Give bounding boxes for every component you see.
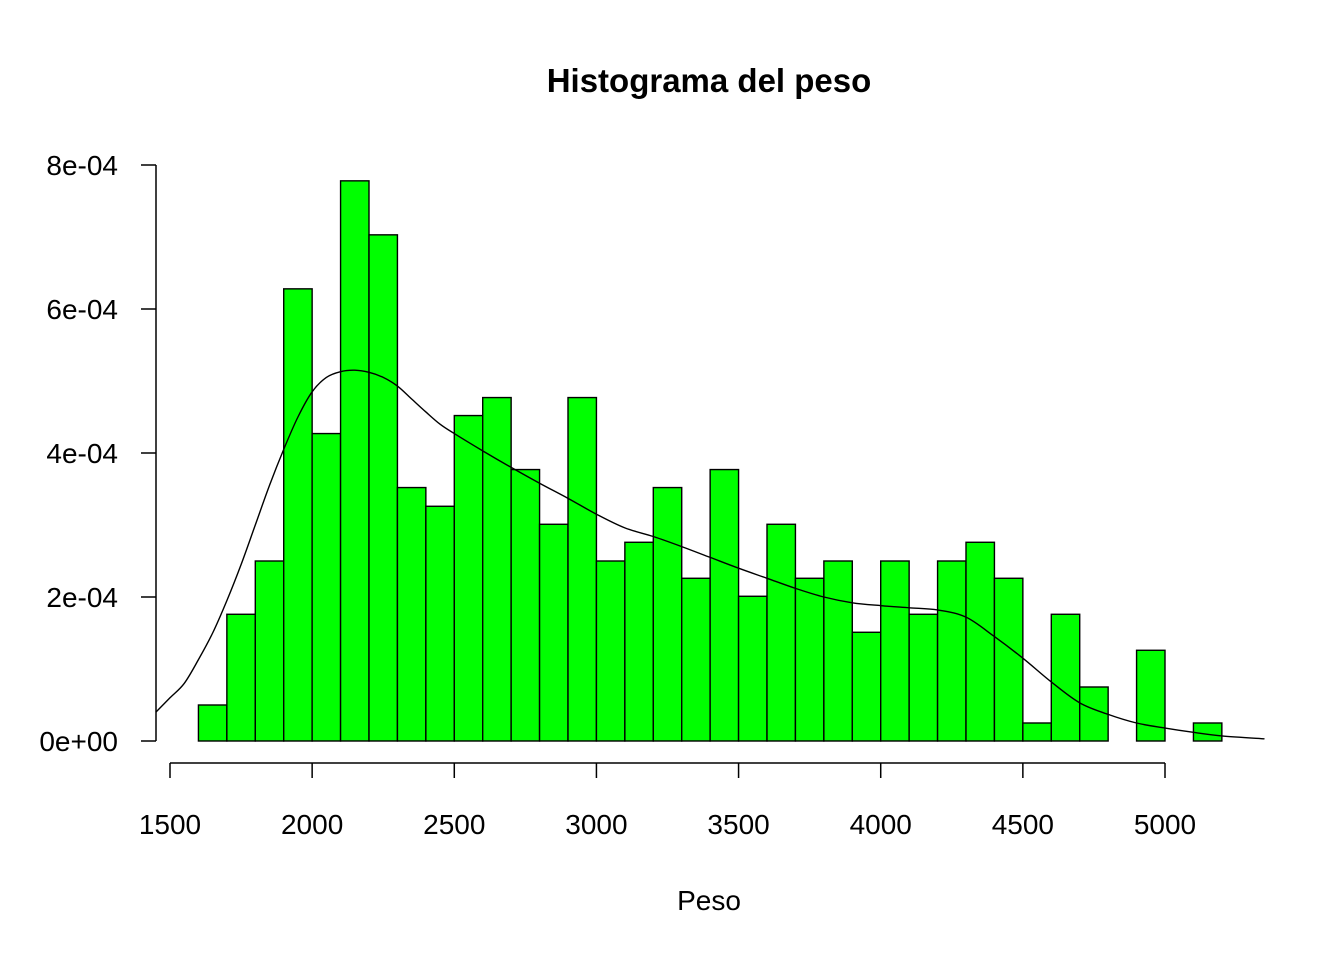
histogram-bar bbox=[396, 486, 427, 742]
y-tick-label: 0e+00 bbox=[39, 726, 118, 757]
y-tick-label: 6e-04 bbox=[46, 294, 118, 325]
histogram-bar bbox=[709, 468, 740, 742]
x-tick-label: 3500 bbox=[707, 809, 769, 840]
histogram-bar bbox=[283, 288, 313, 742]
histogram-bar bbox=[1050, 613, 1081, 742]
histogram-bar bbox=[965, 541, 996, 742]
histogram-bar bbox=[567, 396, 598, 742]
histogram-bar bbox=[482, 396, 512, 742]
histogram-bar bbox=[908, 613, 939, 742]
histogram-bar bbox=[226, 613, 256, 742]
histogram-bar bbox=[993, 577, 1024, 742]
histogram-bar bbox=[339, 180, 370, 742]
x-tick-label: 5000 bbox=[1134, 809, 1196, 840]
histogram-bars bbox=[197, 180, 1223, 742]
histogram-bar bbox=[1022, 722, 1052, 742]
y-tick-label: 2e-04 bbox=[46, 582, 118, 613]
histogram-bar bbox=[510, 468, 541, 742]
x-tick-label: 2500 bbox=[423, 809, 485, 840]
x-axis-label: Peso bbox=[677, 885, 741, 916]
histogram-bar bbox=[595, 560, 626, 742]
histogram-bar bbox=[197, 704, 228, 742]
x-tick-label: 2000 bbox=[281, 809, 343, 840]
histogram-bar bbox=[851, 631, 882, 742]
x-tick-label: 3000 bbox=[565, 809, 627, 840]
chart-title: Histograma del peso bbox=[547, 62, 872, 99]
histogram-bar bbox=[254, 560, 285, 742]
x-tick-label: 4000 bbox=[850, 809, 912, 840]
x-tick-label: 4500 bbox=[992, 809, 1054, 840]
x-tick-label: 1500 bbox=[139, 809, 201, 840]
histogram-bar bbox=[311, 432, 342, 742]
x-axis: 1500 2000 2500 3000 3500 4000 4500 5000 bbox=[139, 762, 1196, 840]
histogram-bar bbox=[1192, 722, 1223, 742]
y-tick-label: 8e-04 bbox=[46, 150, 118, 181]
histogram-bar bbox=[453, 414, 484, 742]
histogram-bar bbox=[425, 505, 455, 742]
histogram-bar bbox=[1079, 686, 1109, 742]
histogram-bar bbox=[794, 577, 825, 742]
histogram-bar bbox=[681, 577, 711, 742]
histogram-bar bbox=[624, 541, 654, 742]
histogram-bar bbox=[880, 560, 910, 742]
histogram-bar bbox=[823, 560, 853, 742]
histogram-bar bbox=[538, 523, 569, 742]
histogram-bar bbox=[737, 595, 768, 742]
y-tick-label: 4e-04 bbox=[46, 438, 118, 469]
histogram-bar bbox=[936, 560, 967, 742]
density-curve bbox=[155, 369, 1265, 740]
histogram-bar bbox=[652, 486, 683, 742]
histogram-bar bbox=[368, 234, 399, 742]
histogram-bar bbox=[766, 523, 797, 742]
y-axis: 0e+00 2e-04 4e-04 6e-04 8e-04 bbox=[39, 150, 157, 757]
